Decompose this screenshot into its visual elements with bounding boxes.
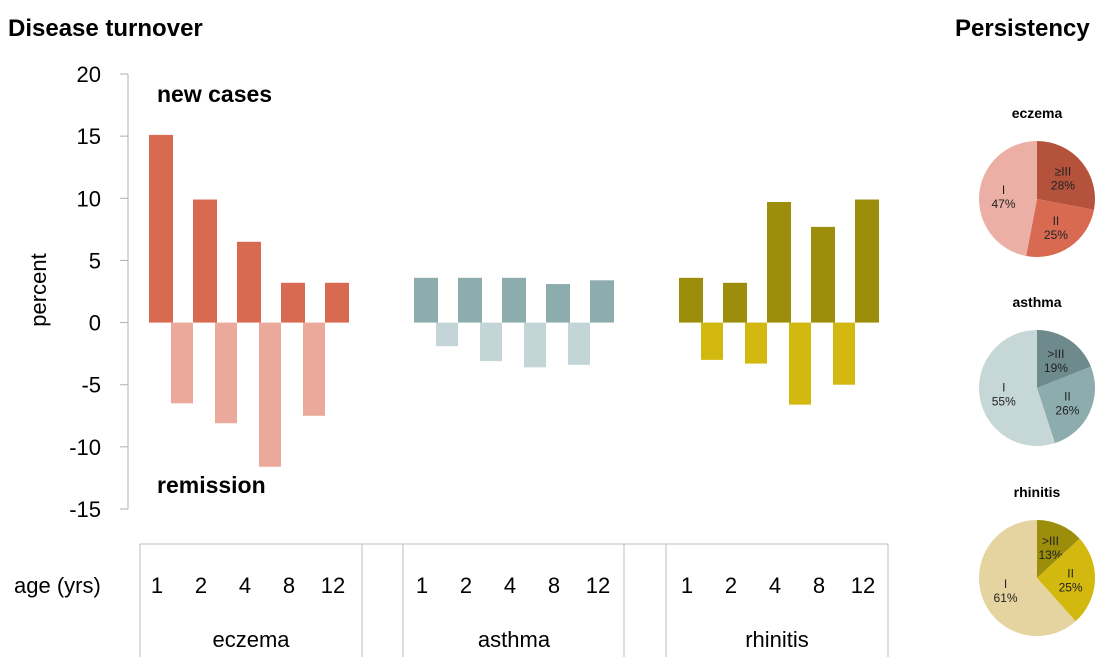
group-label-rhinitis: rhinitis — [745, 627, 809, 652]
y-tick-label: -5 — [81, 373, 101, 398]
y-tick-label: -10 — [69, 435, 101, 460]
pie-slice-asthma-1 — [1037, 366, 1095, 444]
bar-asthma-remission-2 — [480, 322, 502, 362]
pie-slice-eczema-2 — [979, 141, 1037, 256]
age-tick-rhinitis-2: 2 — [725, 573, 737, 598]
y-axis: 20 15 10 5 0 -5 -10 -15 — [69, 62, 129, 522]
y-tick-label: 5 — [89, 248, 101, 273]
annotation-remission: remission — [157, 472, 266, 498]
y-tick-label: 0 — [89, 311, 101, 336]
main-heading: Disease turnover — [8, 15, 203, 42]
pie-slice-value-asthma-1: 26% — [1055, 403, 1079, 417]
annotation-new-cases: new cases — [157, 81, 272, 107]
bar-eczema-remission-2 — [215, 322, 237, 424]
bar-eczema-remission-4 — [259, 322, 281, 467]
pie-slice-value-asthma-0: 19% — [1044, 361, 1068, 375]
age-tick-rhinitis-4: 4 — [769, 573, 781, 598]
pie-slice-value-eczema-0: 28% — [1051, 179, 1075, 193]
bar-eczema-remission-1 — [171, 322, 193, 404]
bar-rhinitis-new-12 — [855, 199, 879, 323]
bar-eczema-new-8 — [281, 282, 305, 323]
pie-slice-asthma-2 — [979, 330, 1055, 447]
bar-asthma-new-4 — [502, 277, 526, 323]
pie-slice-rhinitis-1 — [1037, 538, 1095, 622]
age-tick-eczema-1: 1 — [151, 573, 163, 598]
pie-slice-eczema-1 — [1026, 199, 1094, 257]
pie-slice-asthma-0 — [1037, 330, 1091, 388]
bar-eczema-new-4 — [237, 241, 261, 323]
pie-slice-label-rhinitis-0: >III — [1042, 534, 1059, 548]
bar-rhinitis-remission-4 — [789, 322, 811, 405]
bar-asthma-remission-4 — [524, 322, 546, 368]
pie-slice-value-rhinitis-1: 25% — [1059, 581, 1083, 595]
pie-slice-value-asthma-2: 55% — [992, 394, 1016, 408]
bars — [149, 134, 879, 467]
y-tick-label: 20 — [77, 62, 101, 87]
pie-slice-label-asthma-1: II — [1064, 389, 1071, 403]
pie-slice-label-eczema-1: II — [1053, 214, 1060, 228]
bar-eczema-new-1 — [149, 134, 173, 323]
age-tick-rhinitis-1: 1 — [681, 573, 693, 598]
bar-eczema-new-12 — [325, 282, 349, 323]
y-tick-label: -15 — [69, 497, 101, 522]
pie-slice-label-asthma-0: >III — [1047, 347, 1064, 361]
pie-slice-label-eczema-0: ≥III — [1055, 165, 1072, 179]
age-label: age (yrs) — [14, 573, 101, 598]
age-tick-asthma-1: 1 — [416, 573, 428, 598]
age-tick-asthma-12: 12 — [586, 573, 610, 598]
group-label-asthma: asthma — [478, 627, 551, 652]
pie-slice-rhinitis-0 — [1037, 520, 1080, 578]
y-axis-label: percent — [26, 253, 51, 326]
age-tick-eczema-2: 2 — [195, 573, 207, 598]
pie-slice-label-rhinitis-2: I — [1004, 577, 1007, 591]
bar-rhinitis-new-2 — [723, 282, 747, 323]
bar-asthma-new-12 — [590, 280, 614, 323]
age-tick-asthma-2: 2 — [460, 573, 472, 598]
pie-title-eczema: eczema — [1012, 105, 1063, 121]
age-tick-eczema-8: 8 — [283, 573, 295, 598]
pie-title-rhinitis: rhinitis — [1014, 484, 1061, 500]
pie-title-asthma: asthma — [1012, 294, 1061, 310]
pie-slice-value-eczema-2: 47% — [991, 197, 1015, 211]
side-heading: Persistency — [955, 15, 1090, 42]
bar-rhinitis-remission-8 — [833, 322, 855, 385]
age-tick-eczema-12: 12 — [321, 573, 345, 598]
pie-slice-value-rhinitis-2: 61% — [994, 591, 1018, 605]
age-tick-rhinitis-12: 12 — [851, 573, 875, 598]
bar-rhinitis-remission-2 — [745, 322, 767, 364]
pie-slice-value-rhinitis-0: 13% — [1038, 548, 1062, 562]
bar-asthma-new-8 — [546, 284, 570, 323]
bar-rhinitis-new-1 — [679, 277, 703, 323]
bar-rhinitis-new-4 — [767, 202, 791, 323]
y-tick-label: 10 — [77, 186, 101, 211]
bar-eczema-remission-8 — [303, 322, 325, 416]
pie-slice-label-eczema-2: I — [1002, 183, 1005, 197]
bar-asthma-remission-1 — [436, 322, 458, 347]
persistency-pies: eczema≥III28%II25%I47%asthma>III19%II26%… — [979, 105, 1095, 636]
age-tick-rhinitis-8: 8 — [813, 573, 825, 598]
bar-asthma-remission-8 — [568, 322, 590, 365]
group-label-eczema: eczema — [212, 627, 290, 652]
pie-slice-rhinitis-2 — [979, 520, 1076, 636]
age-tick-asthma-4: 4 — [504, 573, 516, 598]
bar-asthma-new-1 — [414, 277, 438, 323]
y-tick-label: 15 — [77, 124, 101, 149]
bar-rhinitis-new-8 — [811, 226, 835, 323]
pie-slice-label-rhinitis-1: II — [1067, 567, 1074, 581]
bar-eczema-new-2 — [193, 199, 217, 323]
age-tick-asthma-8: 8 — [548, 573, 560, 598]
pie-slice-eczema-0 — [1037, 141, 1095, 210]
pie-slice-label-asthma-2: I — [1002, 380, 1005, 394]
bar-rhinitis-remission-1 — [701, 322, 723, 360]
age-tick-eczema-4: 4 — [239, 573, 251, 598]
bar-asthma-new-2 — [458, 277, 482, 323]
pie-slice-value-eczema-1: 25% — [1044, 228, 1068, 242]
